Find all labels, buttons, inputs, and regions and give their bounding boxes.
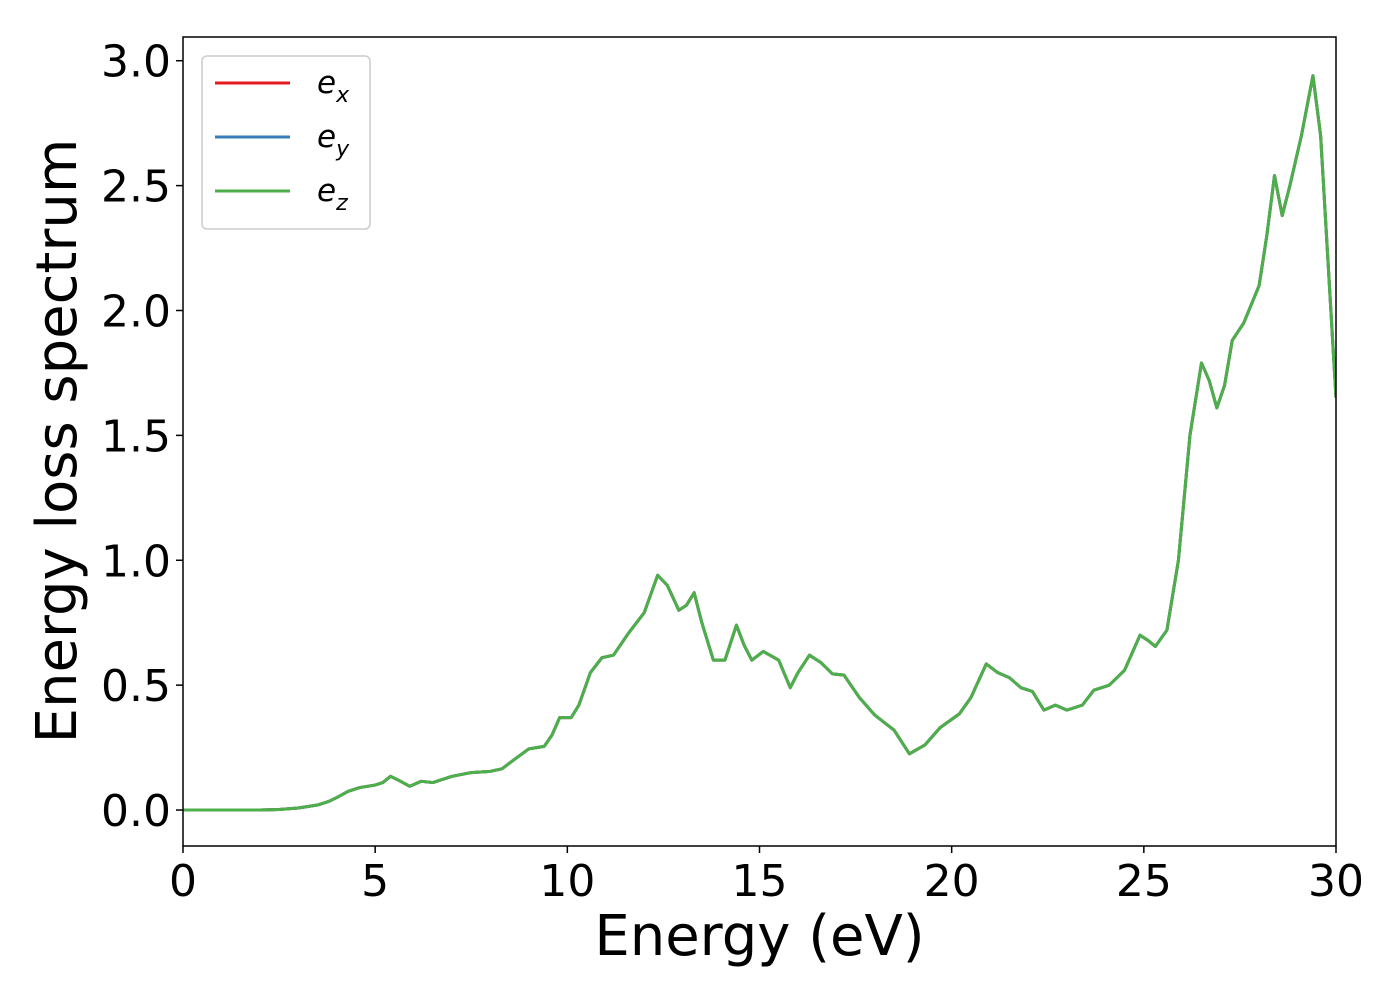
x-tick-label: 10 <box>539 856 595 907</box>
legend-label: ez <box>317 173 348 216</box>
x-tick-label: 20 <box>924 856 980 907</box>
x-axis-label: Energy (eV) <box>594 904 924 969</box>
x-tick-label: 0 <box>169 856 197 907</box>
y-tick-label: 0.5 <box>101 661 171 712</box>
x-tick-label: 25 <box>1116 856 1172 907</box>
y-tick-label: 2.0 <box>101 286 171 337</box>
legend-box <box>201 55 371 230</box>
legend-label: ey <box>317 119 350 162</box>
x-tick-label: 15 <box>732 856 788 907</box>
series-line <box>183 74 1336 812</box>
y-tick-label: 2.5 <box>101 162 171 213</box>
y-tick-label: 1.5 <box>101 411 171 462</box>
y-axis-label: Energy loss spectrum <box>25 139 90 744</box>
y-tick-label: 0.0 <box>101 786 171 837</box>
legend-label: ex <box>317 65 350 108</box>
x-tick-label: 30 <box>1308 856 1364 907</box>
y-tick-label: 1.0 <box>101 536 171 587</box>
y-tick-label: 3.0 <box>101 37 171 88</box>
x-tick-label: 5 <box>361 856 389 907</box>
plot-frame <box>182 36 1337 847</box>
